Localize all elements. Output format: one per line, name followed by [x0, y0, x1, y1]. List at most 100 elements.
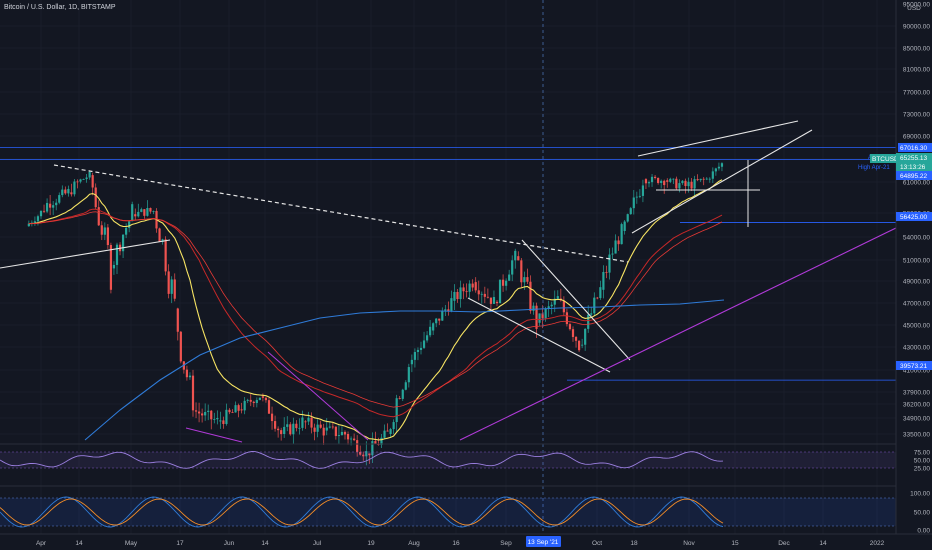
rising-wedge-upper[interactable]	[637, 120, 799, 157]
candle-body	[73, 181, 76, 195]
candle-body	[498, 279, 502, 304]
candle-body	[356, 440, 359, 452]
candle-body	[222, 420, 225, 424]
stoch-tick-label: 50.00	[914, 510, 931, 517]
candle-body	[593, 297, 596, 314]
price-tick-label: 45000.00	[903, 323, 930, 330]
price-axis-background[interactable]	[896, 0, 932, 534]
stoch-d-line	[0, 498, 724, 526]
ema-yellow-line	[28, 179, 723, 441]
candle-body	[608, 254, 611, 273]
candle-body	[690, 181, 693, 189]
candle-body	[638, 195, 641, 197]
candle-body	[149, 208, 152, 212]
candle-body	[705, 178, 708, 180]
symbol-label: BTCUSD	[872, 156, 899, 163]
date-axis[interactable]: Apr 14 May 17 Jun 14 Jul 19 Aug 16 Sep Oct 18 Nov 15 De…	[36, 540, 885, 547]
candle-body	[413, 352, 417, 360]
candle-body	[286, 424, 289, 427]
june-purple-line-2[interactable]	[267, 351, 369, 441]
candle-body	[362, 454, 365, 457]
ma-blue-line	[84, 299, 725, 441]
candle-body	[152, 211, 155, 212]
candle-body	[523, 277, 526, 283]
low-badge-bg	[896, 361, 932, 370]
date-tick-label: Apr	[36, 540, 47, 547]
candle-body	[307, 417, 310, 422]
candle-body	[429, 326, 432, 336]
high-apr-value: 64895.22	[900, 173, 927, 180]
candle-body	[714, 168, 717, 172]
price-tick-label: 61000.00	[903, 180, 930, 187]
candle-body	[684, 180, 687, 187]
price-tick-label: 51000.00	[903, 258, 930, 265]
falling-wedge-upper[interactable]	[521, 239, 631, 361]
candle-body	[170, 279, 173, 294]
date-tick-label: 18	[630, 540, 638, 547]
price-tick-label: 95000.00	[903, 2, 930, 9]
candle-body	[505, 280, 508, 286]
candle-body	[556, 296, 559, 299]
candle-body	[389, 429, 392, 434]
date-axis-background[interactable]	[0, 534, 932, 550]
candle-body	[404, 382, 407, 390]
candle-body	[444, 309, 447, 311]
candle-body	[596, 297, 599, 299]
candle-body	[474, 282, 477, 291]
candle-body	[489, 297, 493, 304]
candle-body	[620, 224, 623, 245]
rising-wedge-lower[interactable]	[631, 129, 813, 234]
candle-body	[529, 281, 532, 311]
candle-body	[143, 209, 146, 216]
candle-body	[191, 375, 195, 411]
candle-body	[453, 291, 456, 301]
candle-body	[243, 400, 246, 411]
candle-body	[121, 234, 125, 252]
candle-body	[55, 202, 58, 206]
candle-body	[508, 274, 511, 281]
candle-body	[553, 298, 556, 305]
candle-body	[657, 177, 660, 183]
falling-wedge-lower[interactable]	[467, 297, 611, 373]
candle-body	[277, 428, 280, 431]
candle-body	[188, 375, 192, 378]
candle-body	[252, 401, 255, 403]
rsi-pane	[0, 451, 896, 469]
candle-body	[708, 178, 711, 180]
apr-support-line[interactable]	[0, 239, 171, 269]
date-tick-label: 15	[731, 540, 739, 547]
trendline-drawings[interactable]	[0, 120, 897, 443]
symbol-badge: BTCUSD	[870, 154, 899, 163]
candle-body	[450, 298, 453, 312]
candle-body	[319, 424, 322, 428]
candle-body	[167, 271, 170, 294]
june-purple-line[interactable]	[185, 427, 243, 443]
candle-body	[283, 426, 286, 434]
chart-title: Bitcoin / U.S. Dollar, 1D, BITSTAMP	[4, 4, 116, 11]
support-badge: 56425.00	[896, 212, 932, 221]
candle-body	[231, 412, 234, 413]
candle-body	[88, 171, 91, 178]
candle-body	[462, 287, 465, 292]
long-purple-trendline[interactable]	[459, 227, 897, 441]
candle-body	[565, 312, 569, 325]
candle-body	[109, 245, 113, 290]
candle-body	[696, 179, 699, 181]
last-price-badge: 65255.13 13:13:26	[896, 153, 932, 171]
candle-body	[58, 195, 61, 203]
candle-body	[663, 180, 666, 186]
candle-body	[550, 304, 553, 307]
price-tick-label: 73000.00	[903, 112, 930, 119]
candle-body	[398, 398, 401, 400]
candle-body	[526, 277, 529, 282]
ath-badge-bg	[898, 143, 932, 152]
ath-badge: 67016.30	[898, 143, 932, 152]
candle-body	[456, 291, 459, 300]
candle-body	[97, 207, 100, 226]
price-tick-label: 81000.00	[903, 67, 930, 74]
dashed-downtrend-line[interactable]	[53, 164, 629, 263]
candle-body	[36, 216, 40, 222]
stoch-axis[interactable]: 100.00 50.00 0.00	[910, 491, 930, 535]
